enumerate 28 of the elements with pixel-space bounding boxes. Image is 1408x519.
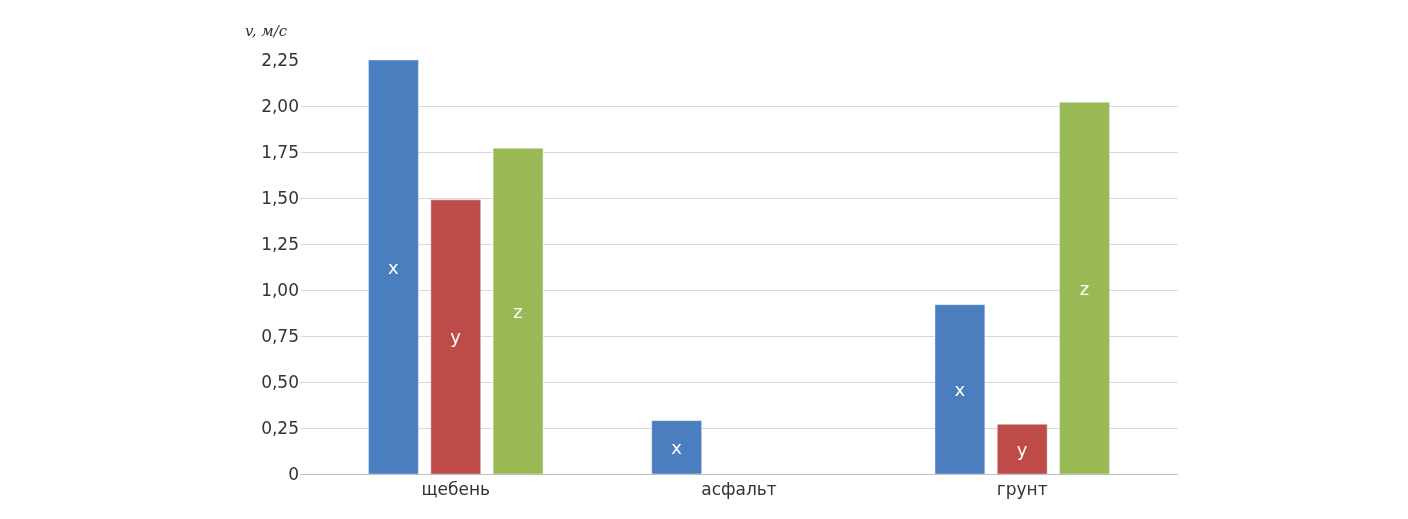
y-tick-label: 1,75	[261, 141, 299, 162]
y-tick-label: 1,00	[261, 279, 299, 300]
bar	[651, 420, 702, 474]
y-tick-label: 0	[288, 463, 299, 484]
x-tick-label: грунт	[996, 479, 1048, 500]
series-label: x	[671, 436, 683, 458]
y-tick-label: 2,00	[261, 95, 299, 116]
text: x	[387, 256, 399, 278]
y-axis-title: v, м/с	[245, 22, 288, 40]
text: x	[954, 378, 966, 400]
bar	[997, 424, 1048, 474]
bar	[934, 304, 986, 474]
series-label: y	[1016, 438, 1028, 460]
y-tick-label: 2,25	[261, 49, 299, 70]
bar	[492, 148, 544, 474]
bar	[368, 60, 419, 474]
y-tick-label: 0,75	[261, 325, 299, 346]
y-tick-label: 0,25	[261, 417, 299, 438]
x-tick-label: асфальт	[701, 479, 777, 500]
y-tick-label: 0,50	[261, 371, 299, 392]
text: y	[450, 326, 461, 348]
bar	[1059, 102, 1110, 474]
y-tick-label: 1,25	[261, 233, 299, 254]
series-label: z	[513, 300, 523, 322]
bar	[430, 199, 481, 474]
text: z	[1079, 277, 1090, 299]
y-tick-label: 1,50	[261, 187, 299, 208]
x-tick-label: щебень	[421, 479, 491, 500]
